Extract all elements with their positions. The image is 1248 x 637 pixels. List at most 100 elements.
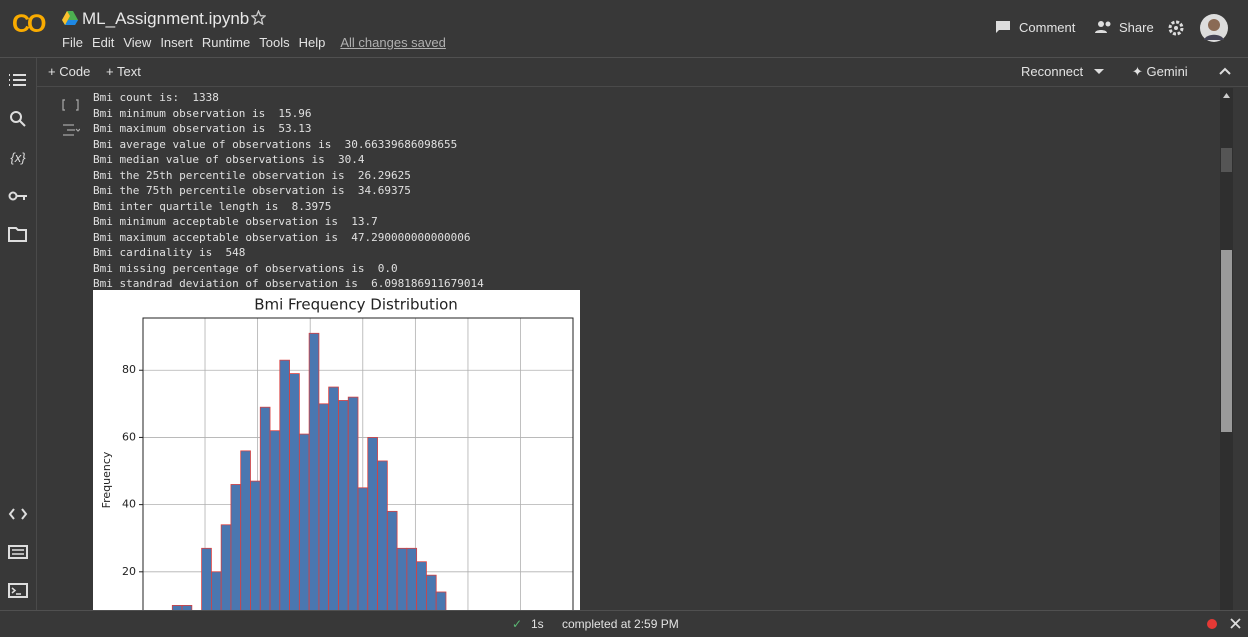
- menu-bar: File Edit View Insert Runtime Tools Help All ch…: [62, 35, 446, 50]
- cell-controls: [62, 99, 80, 136]
- comment-button[interactable]: Comment: [1019, 20, 1076, 35]
- chart: Bmi Frequency Distribution Frequency 20 4…: [93, 290, 580, 610]
- status-check: ✓: [512, 617, 523, 631]
- share-icon: [1095, 21, 1111, 33]
- bar: [396, 547, 408, 610]
- dropdown-icon[interactable]: [1094, 69, 1104, 75]
- status-bar: ✓ 1s completed at 2:59 PM: [0, 610, 1248, 637]
- output-line: Bmi maximum observation is 53.13: [93, 122, 312, 135]
- bar: [240, 450, 251, 610]
- sidebar-icons: {x}: [8, 74, 28, 598]
- add-code-button[interactable]: + Code: [48, 64, 91, 79]
- gemini-button[interactable]: ✦ Gemini: [1132, 64, 1188, 79]
- variables-icon[interactable]: {x}: [10, 150, 26, 165]
- save-status[interactable]: All changes saved: [340, 35, 446, 50]
- menu-item[interactable]: Insert: [160, 35, 193, 50]
- bar: [220, 524, 232, 610]
- cell-output: Bmi count is: 1338 Bmi minimum observatio…: [93, 90, 484, 292]
- bar: [406, 547, 418, 610]
- terminal-icon[interactable]: [8, 583, 28, 598]
- bar: [210, 571, 222, 610]
- output-line: Bmi average value of observations is 30.…: [93, 137, 458, 151]
- y-tick-label: 80: [122, 363, 136, 376]
- files-icon[interactable]: [8, 227, 27, 242]
- output-line: Bmi standrad deviation of observation is…: [93, 277, 484, 290]
- bar: [347, 396, 359, 610]
- bar: [230, 484, 242, 610]
- status-icons: [1207, 618, 1241, 629]
- logo[interactable]: CO: [12, 10, 46, 38]
- bar: [357, 487, 369, 610]
- add-code-label: Code: [59, 64, 91, 79]
- toc-icon[interactable]: [9, 74, 26, 86]
- bar: [259, 406, 271, 610]
- secrets-icon[interactable]: [8, 191, 28, 201]
- add-text-label: Text: [116, 64, 141, 79]
- menu-item[interactable]: Runtime: [201, 35, 251, 50]
- chart-title: Bmi Frequency Distribution: [254, 296, 458, 314]
- bar: [250, 480, 261, 610]
- output-line: Bmi inter quartile length is 8.3975: [93, 199, 332, 213]
- y-tick-label: 20: [122, 565, 136, 578]
- status-duration: 1s: [531, 617, 544, 631]
- menu-item[interactable]: File: [62, 35, 83, 50]
- search-icon[interactable]: [10, 111, 26, 127]
- menu-item[interactable]: Edit: [91, 35, 115, 50]
- record-indicator: [1207, 619, 1217, 629]
- menu-item[interactable]: Help: [298, 35, 326, 50]
- reconnect-button[interactable]: Reconnect: [1021, 64, 1084, 79]
- bar: [289, 373, 300, 610]
- toolbar: + Code + Text Reconnect ✦ Gemini: [36, 58, 1248, 87]
- settings-icon[interactable]: [1168, 20, 1184, 36]
- bar: [367, 437, 378, 610]
- bar: [201, 547, 212, 610]
- collapse-icon[interactable]: [1219, 67, 1231, 75]
- output-line: Bmi count is: 1338: [93, 91, 219, 104]
- bar: [279, 359, 290, 610]
- y-tick-label: 60: [122, 430, 136, 443]
- menu-item[interactable]: View: [123, 35, 152, 50]
- status-message: completed at 2:59 PM: [562, 617, 679, 631]
- drive-icon: [62, 11, 78, 25]
- scroll-up[interactable]: [1223, 93, 1230, 98]
- menu-item[interactable]: Tools: [259, 35, 290, 50]
- notebook-title[interactable]: ML_Assignment.ipynb: [82, 9, 250, 28]
- bar: [426, 574, 437, 610]
- bar: [181, 605, 193, 610]
- bar: [171, 605, 183, 610]
- output-toggle[interactable]: [63, 124, 80, 136]
- plot-frame: [142, 317, 574, 610]
- gemini-label: Gemini: [1146, 64, 1188, 79]
- y-axis-label: Frequency: [100, 451, 113, 508]
- run-button[interactable]: [62, 99, 79, 111]
- code-snippets-icon[interactable]: [8, 508, 28, 520]
- output-line: Bmi minimum acceptable observation is 13…: [93, 215, 378, 228]
- bar: [338, 400, 349, 610]
- close-button[interactable]: [1230, 618, 1241, 629]
- bar: [328, 386, 339, 610]
- output-line: Bmi the 75th percentile observation is 3…: [93, 184, 411, 197]
- output-line: Bmi missing percentage of observations i…: [93, 261, 398, 275]
- bar: [377, 460, 388, 610]
- header: CO ML_Assignment.ipynb File Edit View Inser…: [0, 0, 1248, 58]
- command-palette-icon[interactable]: [8, 545, 28, 559]
- bar: [318, 403, 330, 610]
- bar: [298, 433, 310, 610]
- share-button[interactable]: Share: [1119, 20, 1154, 35]
- output-line: Bmi minimum observation is 15.96: [93, 106, 312, 120]
- avatar[interactable]: [1200, 14, 1228, 42]
- y-tick-label: 40: [122, 498, 136, 511]
- output-line: Bmi cardinality is 548: [93, 246, 246, 259]
- bar: [386, 510, 398, 610]
- add-text-button[interactable]: + Text: [106, 64, 141, 79]
- sidebar: {x}: [0, 58, 37, 610]
- notebook: Bmi count is: 1338 Bmi minimum observatio…: [37, 88, 1220, 610]
- star-icon[interactable]: [251, 10, 266, 25]
- output-line: Bmi maximum acceptable observation is 47…: [93, 230, 471, 244]
- bar: [308, 332, 320, 610]
- scrollbar: [1220, 88, 1233, 610]
- bar: [435, 591, 447, 610]
- bar: [416, 561, 427, 610]
- scroll-thumb[interactable]: [1221, 250, 1232, 432]
